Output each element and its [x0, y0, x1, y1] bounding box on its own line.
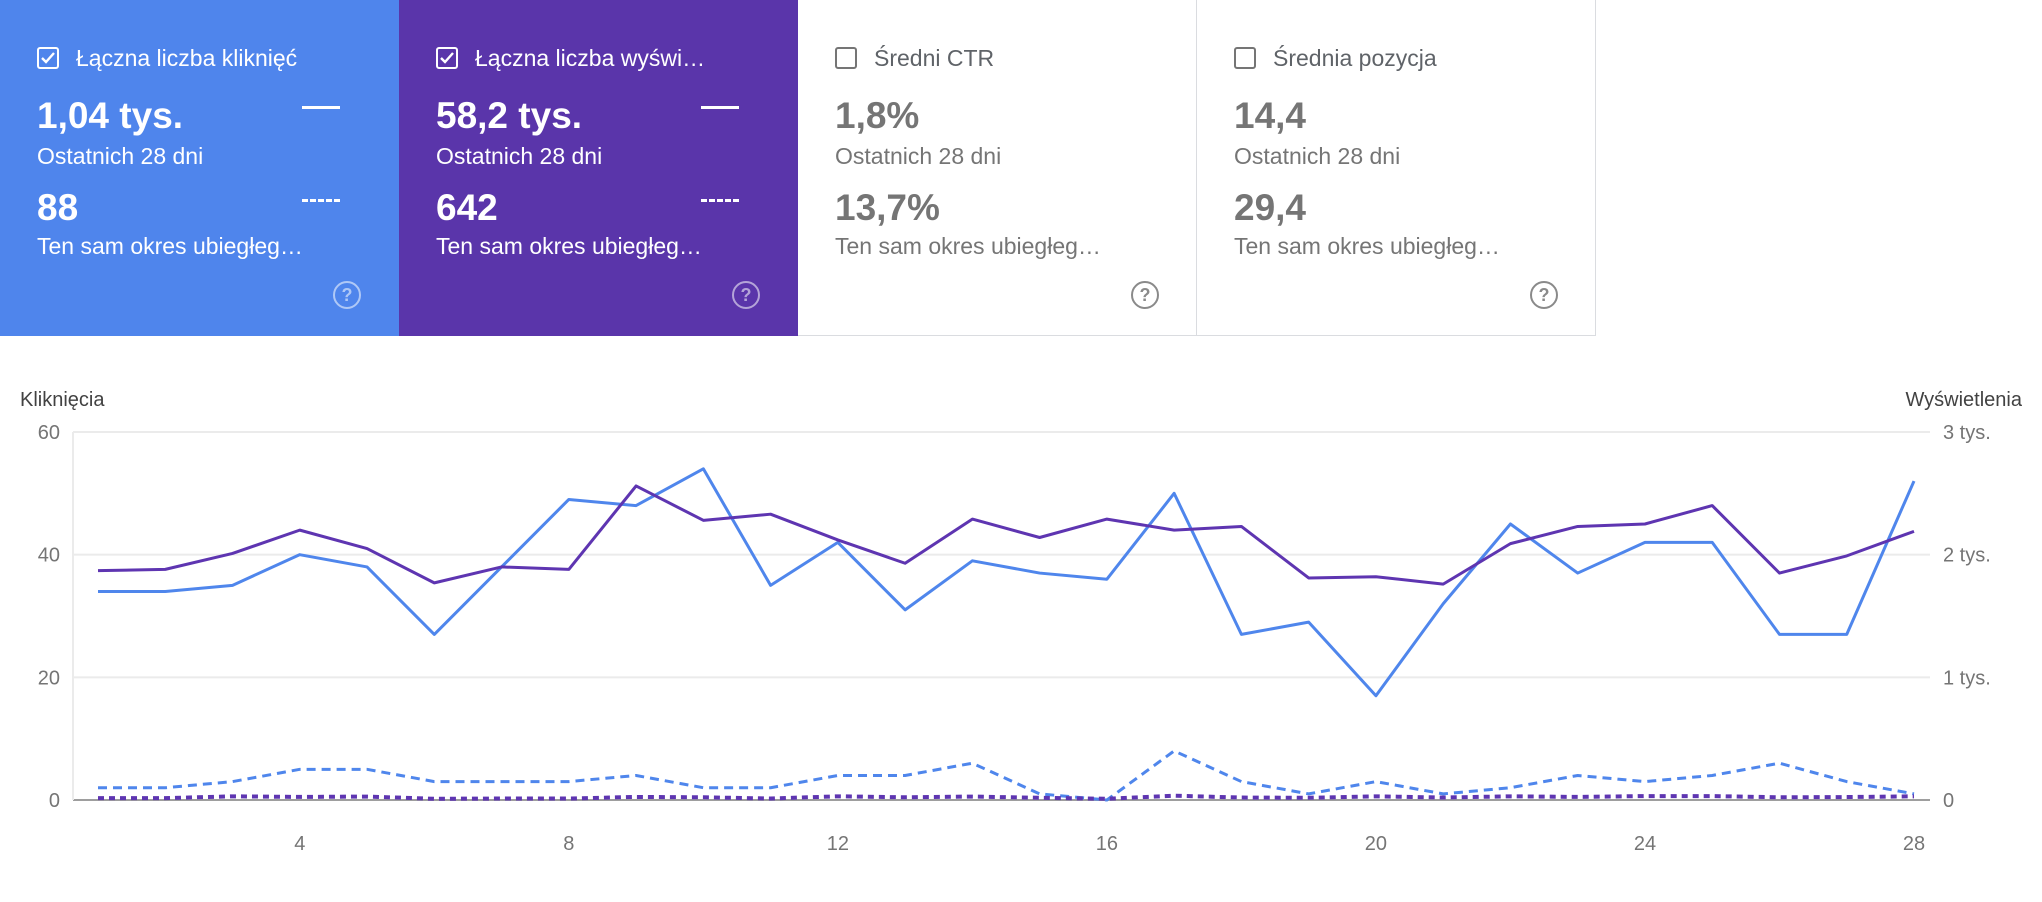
- help-icon[interactable]: ?: [1530, 281, 1558, 309]
- card-title: Średni CTR: [874, 45, 995, 71]
- x-axis-tick-label: 12: [827, 833, 849, 855]
- left-axis-tick-label: 60: [38, 422, 60, 444]
- checkbox-unchecked[interactable]: [1234, 47, 1256, 69]
- card-period: Ostatnich 28 dni: [436, 143, 603, 169]
- metric-cards: Łączna liczba kliknięć 1,04 tys. Ostatni…: [0, 0, 1596, 336]
- right-axis-tick-label: 3 tys.: [1943, 422, 1991, 444]
- x-axis-tick-label: 20: [1365, 833, 1387, 855]
- dashed-line-legend-icon: [302, 199, 340, 202]
- series-line-impressions: [97, 484, 1915, 586]
- x-axis-tick-label: 24: [1634, 833, 1656, 855]
- help-icon[interactable]: ?: [1131, 281, 1159, 309]
- card-compare-value: 29,4: [1234, 187, 1307, 228]
- card-title: Łączna liczba kliknięć: [76, 45, 298, 71]
- card-compare-period: Ten sam okres ubiegłeg…: [835, 233, 1101, 259]
- card-value: 1,04 tys.: [37, 95, 184, 136]
- help-icon[interactable]: ?: [732, 281, 760, 309]
- x-axis-tick-label: 16: [1096, 833, 1118, 855]
- left-axis-tick-label: 0: [49, 790, 60, 812]
- checkbox-checked[interactable]: [37, 47, 59, 69]
- series-line-clicks: [98, 467, 1916, 698]
- card-period: Ostatnich 28 dni: [1234, 143, 1401, 169]
- card-compare-value: 13,7%: [835, 187, 940, 228]
- card-compare-period: Ten sam okres ubiegłeg…: [1234, 233, 1500, 259]
- checkbox-checked[interactable]: [436, 47, 458, 69]
- card-compare-period: Ten sam okres ubiegłeg…: [436, 233, 702, 259]
- card-value: 58,2 tys.: [436, 95, 583, 136]
- solid-line-legend-icon: [701, 106, 739, 109]
- metric-card-clicks[interactable]: Łączna liczba kliknięć 1,04 tys. Ostatni…: [0, 0, 399, 336]
- solid-line-legend-icon: [302, 106, 340, 109]
- left-axis-title: Kliknięcia: [20, 389, 105, 411]
- series-line-impressions-previous: [98, 793, 1915, 801]
- metric-card-impressions[interactable]: Łączna liczba wyświ… 58,2 tys. Ostatnich…: [399, 0, 798, 336]
- card-period: Ostatnich 28 dni: [835, 143, 1002, 169]
- x-axis-tick-label: 8: [563, 833, 574, 855]
- card-title: Średnia pozycja: [1273, 45, 1437, 71]
- card-compare-value: 642: [436, 187, 498, 228]
- metric-card-ctr[interactable]: Średni CTR 1,8% Ostatnich 28 dni 13,7% T…: [798, 0, 1197, 336]
- left-axis-tick-label: 20: [38, 667, 60, 689]
- metric-card-position[interactable]: Średnia pozycja 14,4 Ostatnich 28 dni 29…: [1197, 0, 1596, 336]
- performance-chart: Kliknięcia Wyświetlenia 0 0 20 1 tys. 40 2 ty…: [20, 389, 2023, 855]
- x-axis-tick-label: 4: [294, 833, 305, 855]
- left-axis-tick-label: 40: [38, 545, 60, 567]
- help-icon[interactable]: ?: [333, 281, 361, 309]
- card-compare-value: 88: [37, 187, 79, 228]
- right-axis-tick-label: 1 tys.: [1943, 667, 1991, 689]
- right-axis-tick-label: 2 tys.: [1943, 545, 1991, 567]
- right-axis-title: Wyświetlenia: [1905, 389, 2022, 411]
- card-value: 14,4: [1234, 95, 1307, 136]
- card-value: 1,8%: [835, 95, 920, 136]
- card-title: Łączna liczba wyświ…: [475, 45, 706, 71]
- series-line-clicks-previous: [98, 749, 1915, 802]
- checkbox-unchecked[interactable]: [835, 47, 857, 69]
- x-axis-tick-label: 28: [1903, 833, 1925, 855]
- dashed-line-legend-icon: [701, 199, 739, 202]
- right-axis-tick-label: 0: [1943, 790, 1954, 812]
- card-compare-period: Ten sam okres ubiegłeg…: [37, 233, 303, 259]
- card-period: Ostatnich 28 dni: [37, 143, 204, 169]
